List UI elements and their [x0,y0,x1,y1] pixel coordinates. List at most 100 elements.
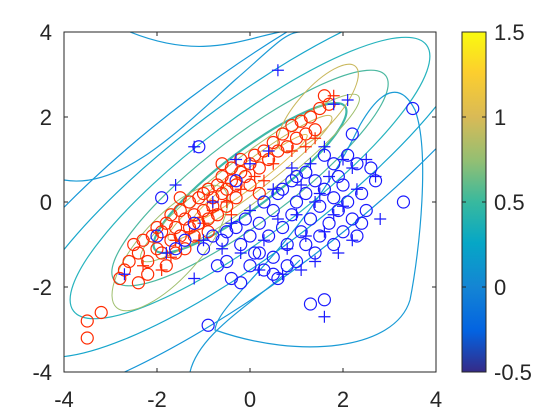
y-tick-label-4: -4 [32,360,52,385]
point-circle-2-7 [224,271,238,286]
point-circle-2-35 [317,182,331,196]
point-plus-3-2 [169,179,182,191]
point-plus-3-25 [318,225,331,238]
point-circle-2-28 [299,186,313,201]
x-axis: -4 -2 0 2 4 [54,32,442,412]
point-circle-0-49 [252,161,266,175]
point-plus-3-29 [332,247,345,259]
point-circle-0-17 [164,208,178,222]
point-plus-3-20 [295,179,308,191]
point-plus-3-23 [309,255,322,268]
point-plus-3-14 [271,213,284,225]
point-plus-3-43 [230,153,243,166]
point-circle-0-48 [248,148,262,162]
point-plus-3-38 [271,64,284,77]
point-plus-3-1 [160,247,173,259]
point-circle-2-12 [243,259,257,273]
y-tick-label-3: -2 [32,275,52,300]
point-plus-3-18 [290,208,303,221]
point-circle-0-12 [150,220,164,235]
contour-lobe-lower [111,184,229,312]
point-circle-2-65 [280,259,294,273]
point-plus-3-15 [276,268,289,281]
point-circle-2-69 [169,242,183,256]
point-circle-2-11 [243,229,257,243]
point-plus-3-27 [323,170,336,183]
point-plus-3-30 [337,153,349,166]
point-circle-2-10 [238,212,252,226]
point-circle-0-8 [136,233,150,247]
point-circle-2-63 [234,276,248,290]
point-plus-3-8 [225,217,238,230]
point-circle-2-47 [355,186,369,201]
point-plus-3-19 [295,264,308,276]
point-plus-1-4 [197,217,210,230]
point-circle-0-10 [145,229,159,243]
point-plus-1-16 [257,174,270,187]
point-circle-2-36 [322,216,336,230]
y-tick-label-0: 4 [40,20,52,45]
x-tick-label-0: -4 [54,387,74,412]
colorbar-tick-label-0: 1.5 [494,20,525,45]
point-circle-0-42 [229,191,243,205]
point-circle-2-14 [252,216,266,230]
point-circle-0-1 [80,331,94,345]
point-circle-2-44 [345,212,359,226]
point-plus-3-4 [188,140,201,153]
point-plus-3-22 [304,157,317,170]
point-circle-2-31 [308,174,322,188]
contour-bottom [189,259,301,372]
point-circle-0-24 [187,208,201,222]
point-circle-2-61 [317,293,331,307]
point-plus-1-12 [309,132,322,145]
point-circle-2-51 [396,195,411,209]
point-circle-0-15 [159,216,173,230]
point-circle-2-45 [350,157,364,171]
point-circle-0-21 [178,212,192,226]
point-circle-2-38 [327,237,341,252]
point-circle-0-66 [159,259,173,273]
point-circle-2-54 [327,157,341,171]
point-circle-2-43 [345,127,359,141]
point-circle-0-47 [243,178,257,192]
point-plus-3-45 [346,162,359,174]
point-circle-0-33 [210,178,225,192]
point-circle-2-16 [257,195,271,209]
contour-ring-6 [64,32,436,358]
contour-lobe-upper [277,63,359,153]
colorbar-tick-label-2: 0.5 [494,190,525,215]
point-circle-0-9 [141,254,155,269]
point-plus-3-26 [318,310,331,323]
point-circle-0-71 [131,276,145,290]
point-circle-0-60 [303,110,318,124]
x-tick-label-3: 2 [337,387,349,412]
y-tick-label-1: 2 [40,105,52,130]
point-circle-0-54 [275,127,290,141]
point-plus-3-44 [318,140,331,153]
contour-top [129,32,281,48]
point-circle-0-67 [178,242,192,256]
point-plus-3-35 [360,153,373,166]
point-circle-0-39 [224,174,238,188]
point-circle-2-73 [355,216,369,230]
point-plus-3-39 [327,98,340,111]
point-circle-0-55 [280,140,294,154]
point-circle-0-22 [182,195,197,209]
point-circle-0-35 [215,186,229,201]
point-circle-2-58 [271,186,285,201]
point-circle-2-68 [150,229,164,243]
point-plus-3-42 [244,157,256,170]
point-circle-0-40 [224,161,238,175]
point-plus-1-10 [285,145,298,157]
point-circle-2-30 [303,212,318,226]
point-circle-2-13 [248,246,262,260]
point-circle-0-20 [173,229,187,243]
point-plus-3-32 [341,94,354,106]
point-plus-3-10 [244,204,256,217]
point-plus-3-28 [327,208,340,221]
point-plus-3-31 [337,200,349,213]
point-circle-0-27 [196,186,211,201]
point-circle-2-74 [229,174,243,188]
